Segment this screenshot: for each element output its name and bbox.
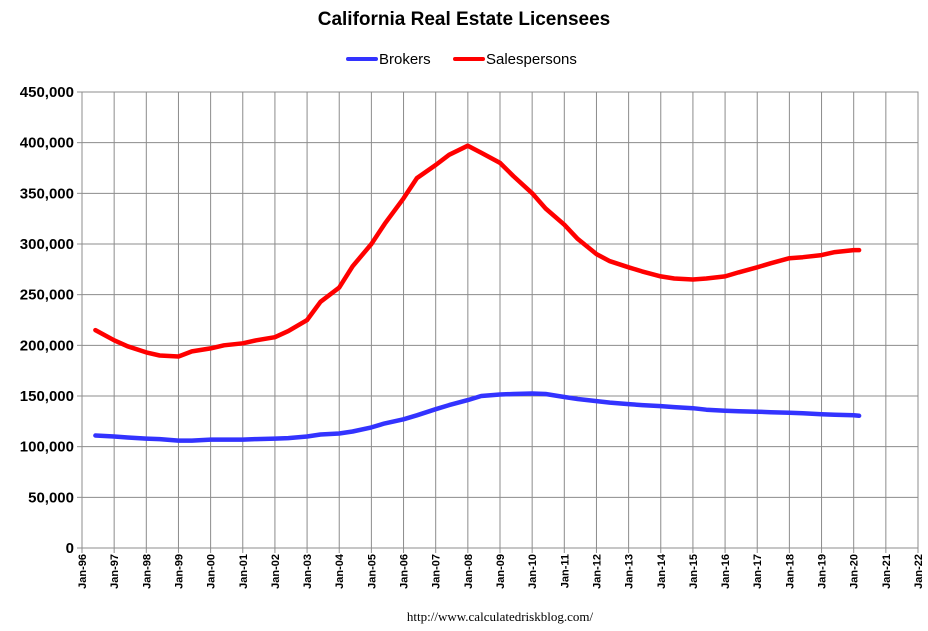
x-tick-label: Jan-03 — [302, 554, 314, 589]
y-tick-label: 450,000 — [20, 84, 74, 101]
x-tick-label: Jan-22 — [913, 554, 925, 589]
source-note: http://www.calculatedriskblog.com/ — [407, 609, 594, 624]
x-tick-label: Jan-16 — [720, 554, 732, 589]
x-tick-label: Jan-20 — [849, 554, 861, 589]
series-lines — [93, 143, 862, 443]
x-tick-label: Jan-17 — [752, 554, 764, 589]
x-tick-label: Jan-19 — [817, 554, 829, 589]
y-tick-label: 250,000 — [20, 287, 74, 304]
series-line-salespersons — [93, 143, 862, 359]
x-tick-label: Jan-02 — [270, 554, 282, 589]
y-tick-label: 400,000 — [20, 135, 74, 152]
x-tick-label: Jan-12 — [591, 554, 603, 589]
y-tick-label: 200,000 — [20, 337, 74, 354]
legend-label-salespersons: Salespersons — [486, 51, 577, 68]
legend-label-brokers: Brokers — [379, 51, 431, 68]
y-tick-label: 350,000 — [20, 185, 74, 202]
x-tick-label: Jan-09 — [495, 554, 507, 589]
x-tick-label: Jan-14 — [656, 553, 668, 589]
x-tick-label: Jan-04 — [334, 553, 346, 589]
x-tick-label: Jan-01 — [238, 554, 250, 589]
x-tick-label: Jan-06 — [399, 554, 411, 589]
x-tick-label: Jan-10 — [527, 554, 539, 589]
x-tick-label: Jan-11 — [559, 554, 571, 588]
x-axis-ticks: Jan-96 Jan-97 Jan-98 Jan-99 Jan-00 Jan-01 Jan-… — [77, 553, 925, 589]
y-tick-label: 50,000 — [28, 489, 74, 506]
y-tick-label: 150,000 — [20, 388, 74, 405]
x-tick-label: Jan-96 — [77, 554, 89, 589]
x-tick-label: Jan-98 — [141, 554, 153, 589]
x-tick-label: Jan-99 — [173, 554, 185, 589]
x-tick-label: Jan-18 — [784, 554, 796, 589]
x-tick-label: Jan-13 — [624, 554, 636, 589]
x-tick-label: Jan-08 — [463, 554, 475, 589]
x-tick-label: Jan-07 — [431, 554, 443, 589]
x-tick-label: Jan-00 — [206, 554, 218, 589]
legend: Brokers Salespersons — [346, 51, 577, 68]
chart-title: California Real Estate Licensees — [318, 9, 611, 30]
y-tick-label: 0 — [66, 540, 74, 557]
y-tick-label: 300,000 — [20, 236, 74, 253]
x-tick-label: Jan-15 — [688, 554, 700, 589]
x-tick-label: Jan-21 — [881, 554, 893, 589]
y-tick-label: 100,000 — [20, 439, 74, 456]
y-axis-ticks: 0 50,000 100,000 150,000 200,000 250,000 300,0… — [20, 84, 74, 557]
series-line-brokers — [93, 391, 862, 443]
x-tick-label: Jan-97 — [109, 554, 121, 589]
x-tick-label: Jan-05 — [366, 554, 378, 589]
